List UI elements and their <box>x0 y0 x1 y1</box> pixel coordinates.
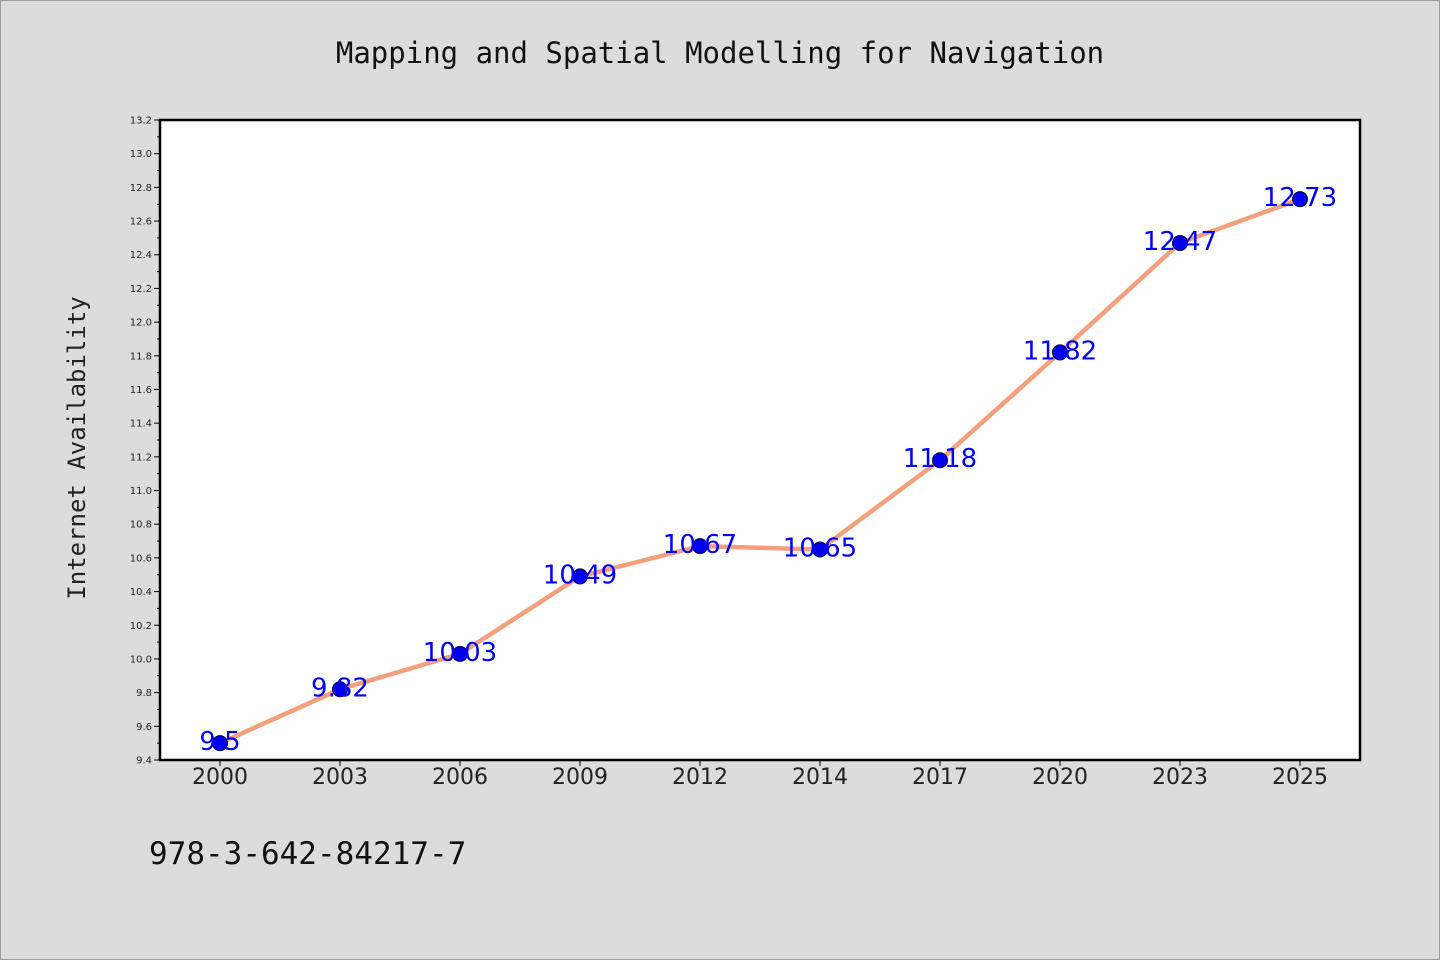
x-tick-label: 2023 <box>1152 765 1208 790</box>
data-point <box>572 568 588 585</box>
y-tick-label: 9.8 <box>136 688 152 699</box>
series-line <box>217 196 1303 746</box>
x-tick-label: 2020 <box>1032 765 1088 790</box>
footer-isbn: 978-3-642-84217-7 <box>149 836 466 872</box>
x-tick-label: 2009 <box>552 765 608 790</box>
y-tick-label: 10.8 <box>130 520 152 531</box>
y-tick-label: 10.6 <box>130 553 152 564</box>
y-tick-label: 12.0 <box>130 318 152 329</box>
data-label: 9.5 <box>199 727 240 757</box>
x-axis-ticks: 2000 2003 2006 2009 2012 2014 2017 2020 2023 2025 <box>192 760 1328 790</box>
data-labels: 9.5 9.82 10.03 10.49 10.67 10.65 11.18 11.82 12.… <box>199 183 1337 757</box>
y-tick-label: 10.2 <box>130 621 152 632</box>
x-tick-label: 2025 <box>1272 765 1328 790</box>
x-tick-label: 2003 <box>312 765 368 790</box>
y-axis-ticks: 9.4 9.6 9.8 10.0 10.2 10.4 10.6 10.8 11.0 11.2 11.… <box>130 116 160 767</box>
series-layer <box>212 191 1308 752</box>
data-point <box>1172 234 1188 251</box>
y-tick-label: 11.6 <box>130 385 152 396</box>
data-label: 11.18 <box>903 444 977 474</box>
chart-title: Mapping and Spatial Modelling for Naviga… <box>336 36 1104 70</box>
data-label: 12.73 <box>1263 183 1337 213</box>
y-tick-label: 10.4 <box>130 587 152 598</box>
y-tick-label: 12.2 <box>130 284 152 295</box>
y-tick-label: 12.6 <box>130 217 152 228</box>
data-label: 10.49 <box>543 560 617 590</box>
data-point <box>212 735 228 752</box>
y-tick-label: 13.0 <box>130 149 152 160</box>
data-label: 10.03 <box>423 638 497 668</box>
data-point <box>332 681 348 698</box>
data-point <box>932 452 948 469</box>
x-tick-label: 2012 <box>672 765 728 790</box>
data-point <box>692 538 708 555</box>
data-point <box>1292 191 1308 208</box>
y-tick-label: 13.2 <box>130 116 152 127</box>
data-point <box>812 541 828 558</box>
data-label: 10.65 <box>783 533 857 563</box>
y-tick-label: 11.8 <box>130 351 152 362</box>
y-tick-label: 11.2 <box>130 452 152 463</box>
y-tick-label: 12.4 <box>130 250 152 261</box>
y-tick-label: 11.4 <box>130 419 152 430</box>
y-tick-label: 11.0 <box>130 486 152 497</box>
y-axis-label: Internet Availability <box>63 296 91 599</box>
data-label: 12.47 <box>1143 227 1217 257</box>
x-tick-label: 2000 <box>192 765 248 790</box>
data-label: 10.67 <box>663 530 737 560</box>
data-point <box>1052 344 1068 361</box>
x-tick-label: 2014 <box>792 765 848 790</box>
data-label: 11.82 <box>1023 336 1097 366</box>
x-tick-label: 2006 <box>432 765 488 790</box>
plot-area <box>158 118 1362 762</box>
y-tick-label: 9.4 <box>136 756 152 767</box>
data-label: 9.82 <box>311 673 369 703</box>
y-tick-label: 10.0 <box>130 654 152 665</box>
data-point <box>452 645 468 662</box>
y-tick-label: 9.6 <box>136 722 152 733</box>
y-tick-label: 12.8 <box>130 183 152 194</box>
x-tick-label: 2017 <box>912 765 968 790</box>
